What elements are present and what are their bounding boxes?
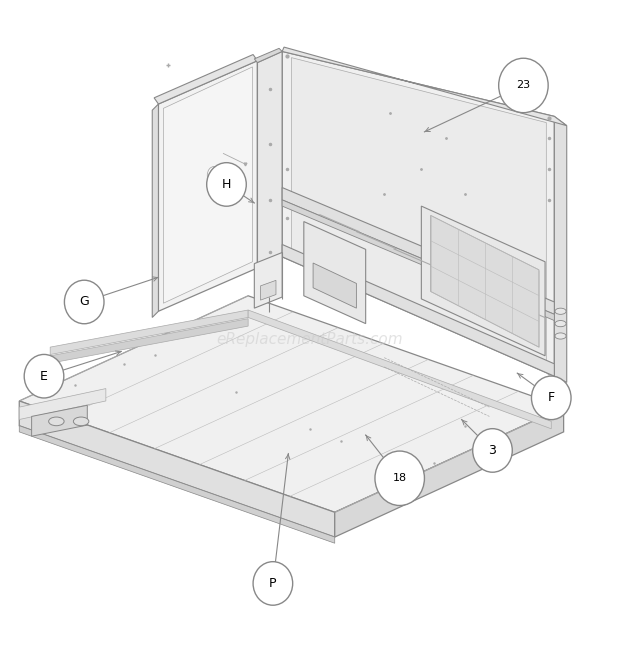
Text: F: F (547, 391, 555, 405)
Polygon shape (254, 48, 282, 62)
Polygon shape (254, 253, 282, 308)
Polygon shape (554, 116, 567, 382)
Polygon shape (304, 222, 366, 324)
Ellipse shape (531, 376, 571, 419)
Ellipse shape (206, 163, 246, 206)
Polygon shape (50, 310, 248, 355)
Text: P: P (269, 577, 277, 590)
Polygon shape (50, 319, 248, 364)
Text: 3: 3 (489, 444, 497, 457)
Polygon shape (32, 405, 87, 436)
Polygon shape (19, 401, 335, 537)
Ellipse shape (64, 280, 104, 324)
Polygon shape (19, 296, 564, 512)
Polygon shape (282, 52, 554, 376)
Polygon shape (282, 187, 554, 314)
Polygon shape (248, 310, 551, 429)
Ellipse shape (472, 429, 512, 472)
Polygon shape (164, 67, 252, 303)
Ellipse shape (375, 451, 425, 505)
Text: E: E (40, 370, 48, 383)
Ellipse shape (498, 58, 548, 113)
Polygon shape (282, 200, 554, 321)
Text: G: G (79, 296, 89, 308)
Ellipse shape (24, 354, 64, 398)
Ellipse shape (253, 562, 293, 605)
Polygon shape (154, 54, 257, 104)
Text: 23: 23 (516, 81, 531, 91)
Polygon shape (19, 388, 106, 419)
Polygon shape (431, 215, 539, 347)
Polygon shape (422, 206, 545, 355)
Polygon shape (282, 47, 567, 126)
Text: eReplacementParts.com: eReplacementParts.com (216, 331, 404, 347)
Polygon shape (159, 60, 257, 311)
Polygon shape (153, 104, 159, 317)
Polygon shape (291, 58, 546, 370)
Ellipse shape (207, 167, 221, 184)
Ellipse shape (555, 333, 566, 339)
Ellipse shape (73, 417, 89, 425)
Ellipse shape (555, 321, 566, 327)
Text: 18: 18 (392, 473, 407, 483)
Polygon shape (19, 425, 335, 543)
Polygon shape (335, 407, 564, 537)
Polygon shape (260, 280, 276, 300)
Ellipse shape (555, 308, 566, 314)
Polygon shape (282, 245, 554, 376)
Text: H: H (222, 178, 231, 191)
Polygon shape (313, 263, 356, 308)
Ellipse shape (48, 417, 64, 425)
Polygon shape (257, 52, 282, 268)
